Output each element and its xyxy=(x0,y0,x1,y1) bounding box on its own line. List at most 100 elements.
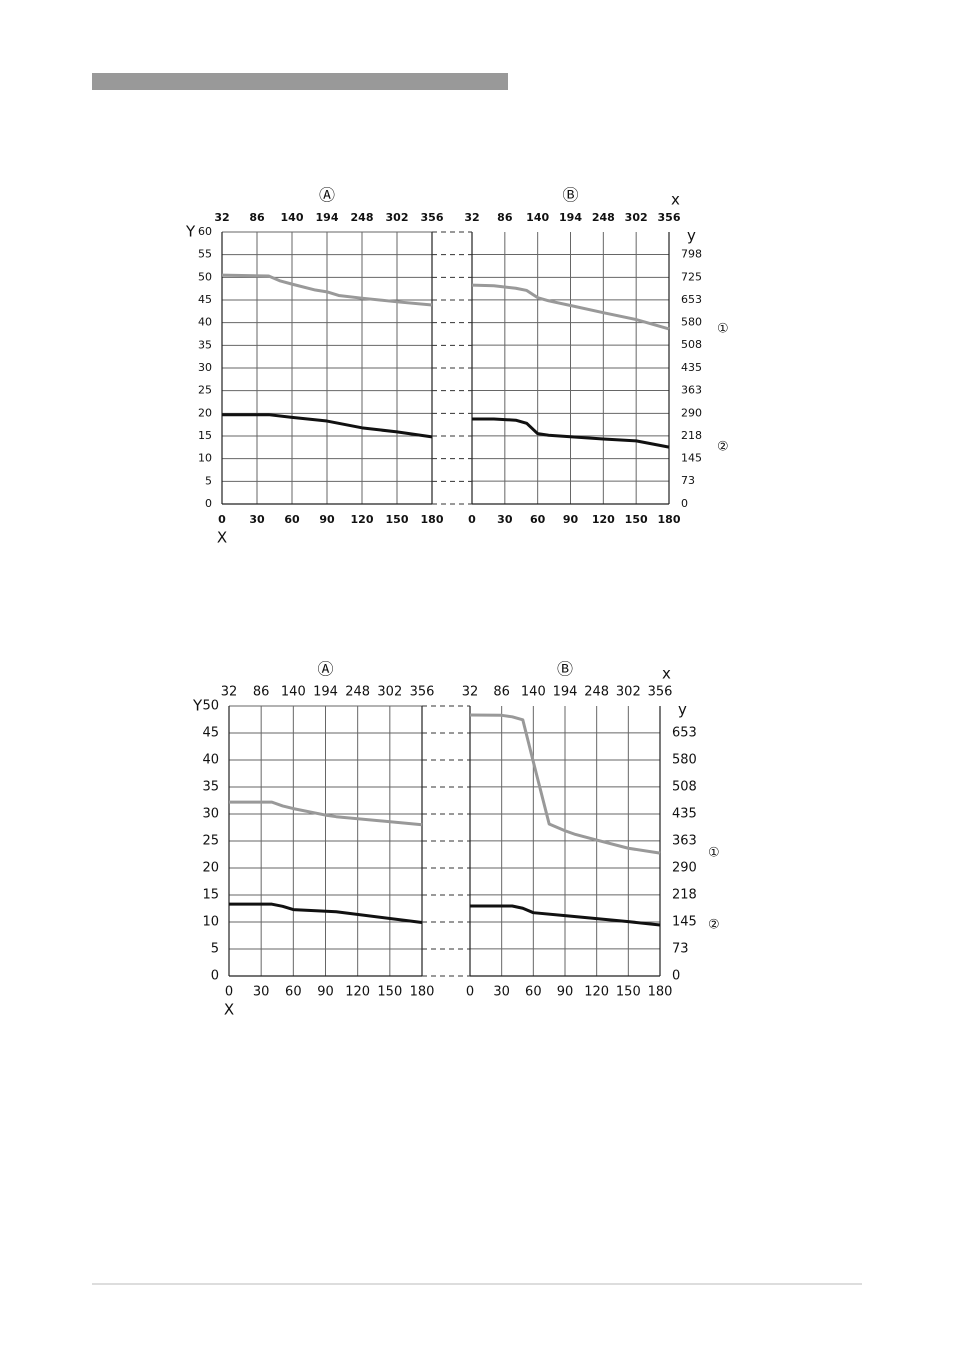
x2-tick-label: 140 xyxy=(281,685,306,700)
y-tick-label: 363 xyxy=(672,833,697,848)
x2-tick-label: 194 xyxy=(553,685,578,700)
x2-tick-label: 140 xyxy=(281,211,304,224)
data-line xyxy=(470,904,661,927)
y-tick-label: 0 xyxy=(205,497,212,510)
x2-tick-label: 302 xyxy=(377,685,402,700)
x2-tick-label: 302 xyxy=(386,211,409,224)
x-tick-label: 120 xyxy=(592,513,615,526)
x2-tick-label: 86 xyxy=(497,211,513,224)
series-label: ① xyxy=(708,846,720,861)
y-tick-label: 73 xyxy=(681,474,695,487)
y-tick-label: 15 xyxy=(202,888,219,903)
data-line xyxy=(229,902,423,925)
y-tick-label: 653 xyxy=(681,293,702,306)
x2-tick-label: 356 xyxy=(648,685,673,700)
x-tick-label: 180 xyxy=(410,985,435,1000)
x2-tick-label: 194 xyxy=(559,211,582,224)
x-tick-label: 0 xyxy=(225,985,233,1000)
x-tick-label: 60 xyxy=(285,985,302,1000)
y-axis-label: y xyxy=(678,701,687,719)
y-tick-label: 218 xyxy=(672,887,697,902)
x-tick-label: 90 xyxy=(319,513,335,526)
x2-tick-label: 32 xyxy=(214,211,229,224)
y-tick-label: 30 xyxy=(198,361,212,374)
x2-tick-label: 248 xyxy=(592,211,615,224)
x2-axis-label: x xyxy=(662,665,671,683)
x2-tick-label: 248 xyxy=(584,685,609,700)
x-tick-label: 30 xyxy=(253,985,270,1000)
y-tick-label: 145 xyxy=(681,452,702,465)
x2-axis-label: x xyxy=(671,191,680,209)
y-tick-label: 60 xyxy=(198,225,212,238)
x-tick-label: 120 xyxy=(345,985,370,1000)
data-line xyxy=(469,713,661,855)
x2-tick-label: 194 xyxy=(316,211,339,224)
x-tick-label: 150 xyxy=(616,985,641,1000)
data-line xyxy=(229,800,423,827)
header-bar xyxy=(92,73,508,90)
x2-tick-label: 86 xyxy=(253,685,270,700)
y-tick-label: 580 xyxy=(672,753,697,768)
panel-label: Ⓐ xyxy=(319,186,335,205)
x-tick-label: 60 xyxy=(284,513,300,526)
x2-tick-label: 356 xyxy=(410,685,435,700)
y-tick-label: 363 xyxy=(681,384,702,397)
y-axis-label: Y xyxy=(185,223,196,241)
x-tick-label: 180 xyxy=(658,513,681,526)
y-tick-label: 35 xyxy=(202,780,219,795)
x2-tick-label: 356 xyxy=(658,211,681,224)
x2-tick-label: 302 xyxy=(616,685,641,700)
x-tick-label: 150 xyxy=(377,985,402,1000)
y-tick-label: 55 xyxy=(198,248,212,261)
x2-tick-label: 302 xyxy=(625,211,648,224)
series-label: ② xyxy=(717,440,729,455)
y-tick-label: 73 xyxy=(672,941,689,956)
y-tick-label: 40 xyxy=(202,753,219,768)
y-tick-label: 45 xyxy=(202,726,219,741)
y-tick-label: 508 xyxy=(672,779,697,794)
x2-tick-label: 140 xyxy=(521,685,546,700)
y-tick-label: 653 xyxy=(672,725,697,740)
y-tick-label: 10 xyxy=(202,915,219,930)
data-line xyxy=(472,417,670,449)
x2-tick-label: 194 xyxy=(313,685,338,700)
x2-tick-label: 32 xyxy=(464,211,479,224)
y-tick-label: 218 xyxy=(681,429,702,442)
x-tick-label: 90 xyxy=(557,985,574,1000)
x-tick-label: 180 xyxy=(648,985,673,1000)
x2-tick-label: 86 xyxy=(249,211,265,224)
x-tick-label: 30 xyxy=(497,513,513,526)
series-label: ① xyxy=(717,321,729,336)
y-tick-label: 10 xyxy=(198,452,212,465)
x2-tick-label: 32 xyxy=(221,685,238,700)
y-tick-label: 35 xyxy=(198,338,212,351)
y-tick-label: 508 xyxy=(681,338,702,351)
x-tick-label: 180 xyxy=(421,513,444,526)
x2-tick-label: 248 xyxy=(345,685,370,700)
y-tick-label: 40 xyxy=(198,316,212,329)
y-tick-label: 5 xyxy=(205,474,212,487)
x-tick-label: 0 xyxy=(468,513,476,526)
y-tick-label: 50 xyxy=(202,699,219,714)
y-tick-label: 20 xyxy=(198,406,212,419)
x2-tick-label: 32 xyxy=(462,685,479,700)
y-tick-label: 725 xyxy=(681,270,702,283)
x-tick-label: 150 xyxy=(625,513,648,526)
y-tick-label: 145 xyxy=(672,915,697,930)
y-tick-label: 580 xyxy=(681,316,702,329)
x-tick-label: 60 xyxy=(530,513,546,526)
x2-tick-label: 140 xyxy=(526,211,549,224)
y-tick-label: 798 xyxy=(681,248,702,261)
y-tick-label: 20 xyxy=(202,861,219,876)
x2-tick-label: 356 xyxy=(421,211,444,224)
x-tick-label: 60 xyxy=(525,985,542,1000)
data-line xyxy=(222,413,433,439)
x-tick-label: 90 xyxy=(317,985,334,1000)
x-tick-label: 120 xyxy=(584,985,609,1000)
x-tick-label: 90 xyxy=(563,513,579,526)
panel-label: Ⓐ xyxy=(317,660,333,679)
y-tick-label: 435 xyxy=(681,361,702,374)
y-tick-label: 25 xyxy=(198,384,212,397)
x-tick-label: 0 xyxy=(466,985,474,1000)
